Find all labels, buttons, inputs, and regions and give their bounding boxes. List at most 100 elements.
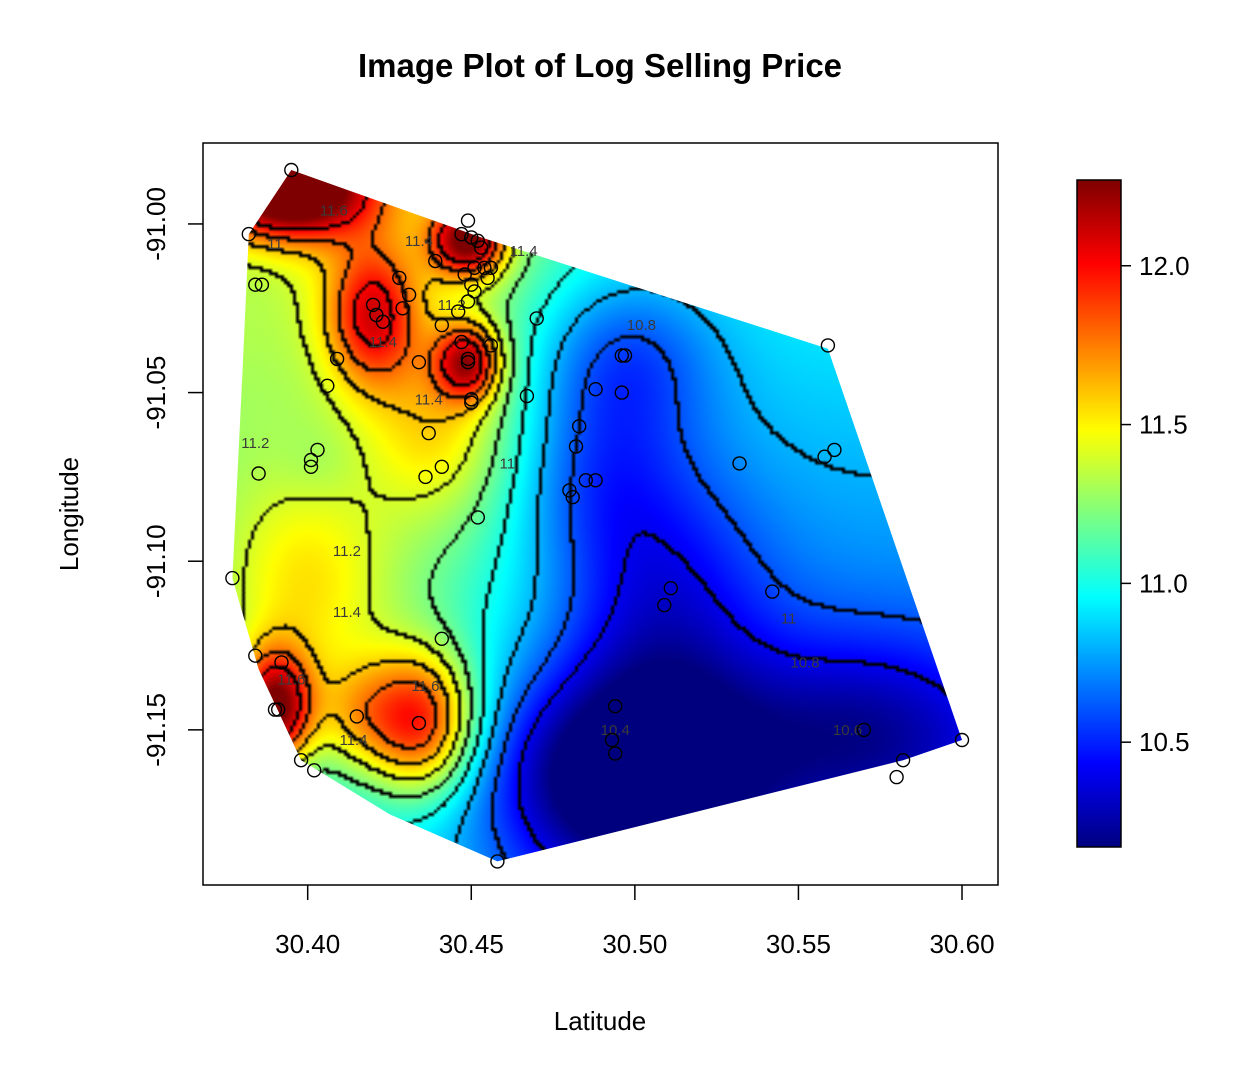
y-axis-label: Longitude [54, 457, 84, 571]
data-point [889, 769, 904, 785]
data-point [467, 260, 482, 275]
data-point [411, 355, 427, 370]
data-point [248, 648, 263, 663]
data-point [225, 570, 240, 586]
x-tick-label: 30.45 [439, 929, 504, 959]
data-point [421, 425, 436, 441]
contour-label: 11.6 [277, 671, 305, 688]
data-point [529, 311, 544, 326]
contour-label: 11.4 [510, 243, 538, 260]
contour-label: 11 [781, 611, 797, 628]
data-point [820, 338, 836, 353]
heat-surface [232, 170, 962, 862]
heat-surface-image [232, 170, 962, 862]
data-point [464, 277, 479, 292]
data-point [303, 459, 319, 474]
y-tick-label: -91.10 [141, 524, 171, 598]
data-point [434, 631, 449, 646]
data-point [562, 483, 577, 498]
data-point [490, 854, 505, 869]
data-point [401, 287, 417, 302]
contour-label: 11.2 [438, 297, 466, 314]
x-tick-label: 30.60 [929, 929, 994, 959]
data-point [457, 267, 472, 282]
data-points [225, 162, 970, 869]
contour-label: 11.2 [333, 543, 361, 560]
x-axis: 30.40 30.45 30.50 30.55 30.60 [275, 885, 995, 959]
contour-label: 10.8 [790, 654, 819, 671]
data-point [428, 253, 443, 269]
x-tick-label: 30.55 [766, 929, 831, 959]
data-point [604, 732, 620, 748]
data-point [588, 382, 603, 397]
data-point [765, 584, 780, 599]
contour-label: 11.4 [339, 732, 367, 749]
data-point [568, 439, 584, 454]
data-point [454, 334, 469, 350]
data-point [349, 709, 364, 724]
data-point [251, 466, 266, 481]
data-point [451, 304, 466, 319]
contour-label: 11.2 [241, 435, 269, 452]
data-point [895, 753, 911, 768]
contour-label: 10.6 [833, 722, 862, 739]
data-point [307, 763, 322, 778]
colorbar-tick-label: 10.5 [1139, 727, 1190, 757]
data-point [954, 732, 970, 748]
contour-label: 11.6 [411, 678, 439, 695]
data-point [464, 230, 479, 245]
data-point [434, 459, 449, 474]
data-point [657, 597, 672, 613]
data-point [565, 489, 580, 505]
data-point [454, 226, 469, 242]
data-point [856, 722, 872, 738]
data-point [464, 395, 479, 410]
data-point [320, 378, 335, 393]
data-point [572, 419, 587, 434]
data-point [477, 260, 492, 275]
contour-label: 10.4 [601, 722, 630, 739]
chart-title: Image Plot of Log Selling Price [358, 47, 842, 84]
data-point [827, 442, 842, 458]
data-point [480, 270, 495, 286]
colorbar-frame [1076, 179, 1122, 848]
x-axis-label: Latitude [554, 1006, 647, 1036]
data-point [392, 270, 407, 286]
data-point [365, 297, 381, 313]
data-point [460, 355, 476, 370]
data-point [588, 473, 603, 488]
data-point [293, 753, 309, 768]
data-point [732, 456, 747, 471]
data-point [614, 348, 629, 363]
colorbar-gradient [1077, 180, 1121, 847]
data-point [470, 510, 485, 525]
data-point [248, 277, 263, 292]
data-point [467, 284, 482, 299]
data-point [267, 702, 283, 717]
data-point [817, 449, 832, 464]
data-point [617, 348, 633, 363]
data-point [375, 314, 391, 329]
contour-label: 11.4 [369, 334, 397, 351]
data-point [310, 442, 325, 458]
data-point [608, 746, 623, 761]
data-point [274, 655, 289, 670]
data-point [418, 469, 433, 485]
contour-label: 11 [499, 455, 515, 472]
data-point [483, 338, 499, 353]
data-point [460, 294, 476, 309]
data-point [470, 233, 485, 249]
contour-label: 11.6 [320, 202, 348, 219]
contour-label: 11.4 [415, 391, 443, 408]
colorbar-tick-label: 11.0 [1139, 568, 1188, 598]
contour-label: 11 [267, 236, 283, 253]
data-point [241, 226, 257, 242]
contour-label: 10.8 [627, 317, 656, 334]
data-point [464, 392, 479, 407]
data-point [578, 473, 593, 488]
data-point [434, 317, 449, 333]
data-point [271, 702, 286, 717]
data-point [614, 385, 629, 400]
data-point [254, 277, 270, 292]
